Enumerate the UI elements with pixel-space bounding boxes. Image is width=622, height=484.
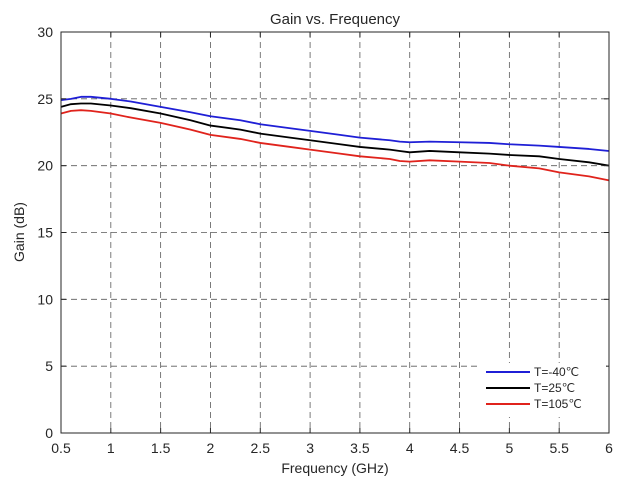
axis-ticks bbox=[60, 31, 610, 434]
x-tick-label: 1 bbox=[107, 440, 115, 456]
series-line-1 bbox=[60, 95, 610, 152]
y-tick-label: 25 bbox=[37, 91, 53, 107]
grid-lines bbox=[61, 32, 609, 433]
y-tick-label: 5 bbox=[45, 358, 53, 374]
legend-label-1: T=-40℃ bbox=[534, 365, 579, 379]
x-tick-label: 3.5 bbox=[350, 440, 370, 456]
y-tick-label: 15 bbox=[37, 225, 53, 241]
axis-tick-labels: 0.5 1 1.5 2 2.5 3 3.5 4 4.5 5 5.5 6 0 5 10 15 20 25 30 bbox=[37, 24, 613, 456]
x-tick-label: 6 bbox=[605, 440, 613, 456]
legend: T=-40℃ T=25℃ T=105℃ bbox=[480, 363, 606, 417]
x-tick-label: 1.5 bbox=[151, 440, 171, 456]
legend-label-2: T=25℃ bbox=[534, 381, 575, 395]
series-line-3 bbox=[60, 109, 610, 182]
x-tick-label: 2 bbox=[207, 440, 215, 456]
y-tick-label: 0 bbox=[45, 425, 53, 441]
x-tick-label: 5 bbox=[505, 440, 513, 456]
chart-title: Gain vs. Frequency bbox=[270, 11, 401, 28]
series-line-2 bbox=[60, 102, 610, 167]
x-tick-label: 2.5 bbox=[251, 440, 271, 456]
y-tick-label: 10 bbox=[37, 291, 53, 307]
x-tick-label: 4.5 bbox=[450, 440, 470, 456]
y-tick-label: 20 bbox=[37, 158, 53, 174]
x-axis-label: Frequency (GHz) bbox=[281, 460, 388, 476]
series-lines bbox=[60, 95, 610, 182]
x-tick-label: 4 bbox=[406, 440, 414, 456]
x-tick-label: 3 bbox=[306, 440, 314, 456]
y-tick-label: 30 bbox=[37, 24, 53, 40]
x-tick-label: 0.5 bbox=[51, 440, 71, 456]
x-tick-label: 5.5 bbox=[549, 440, 569, 456]
legend-label-3: T=105℃ bbox=[534, 397, 582, 411]
y-axis-label: Gain (dB) bbox=[11, 202, 27, 262]
